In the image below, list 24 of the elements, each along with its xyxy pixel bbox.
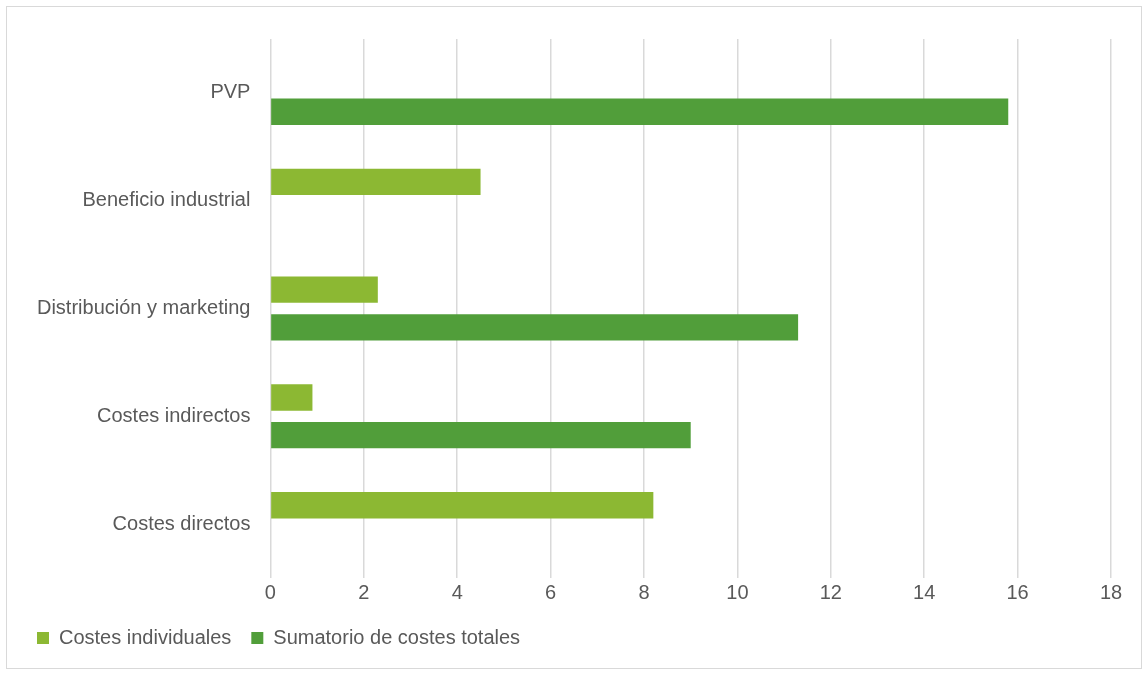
y-tick-label: PVP [210,80,251,103]
x-tick-label: 14 [913,580,936,603]
x-tick-label: 4 [451,580,463,603]
y-tick-label: Distribución y marketing [36,296,251,319]
y-tick-label: Beneficio industrial [82,188,251,211]
x-tick-label: 2 [358,580,370,603]
bar [271,168,481,196]
bar [271,421,691,449]
bar [271,276,378,303]
legend-label: Costes individuales [59,625,232,648]
bar [271,384,313,411]
bar [271,492,654,519]
bar [271,314,799,341]
x-tick-label: 12 [819,580,842,603]
x-tick-label: 6 [545,580,557,603]
x-tick-label: 0 [264,580,276,603]
x-tick-label: 18 [1099,580,1123,603]
x-tick-label: 16 [1006,580,1029,603]
x-tick-label: 8 [638,580,650,603]
x-tick-label: 10 [726,580,749,603]
y-tick-label: Costes directos [112,511,251,534]
y-tick-label: Costes indirectos [97,403,251,426]
bar [271,98,1009,125]
legend-label: Sumatorio de costes totales [273,625,521,648]
